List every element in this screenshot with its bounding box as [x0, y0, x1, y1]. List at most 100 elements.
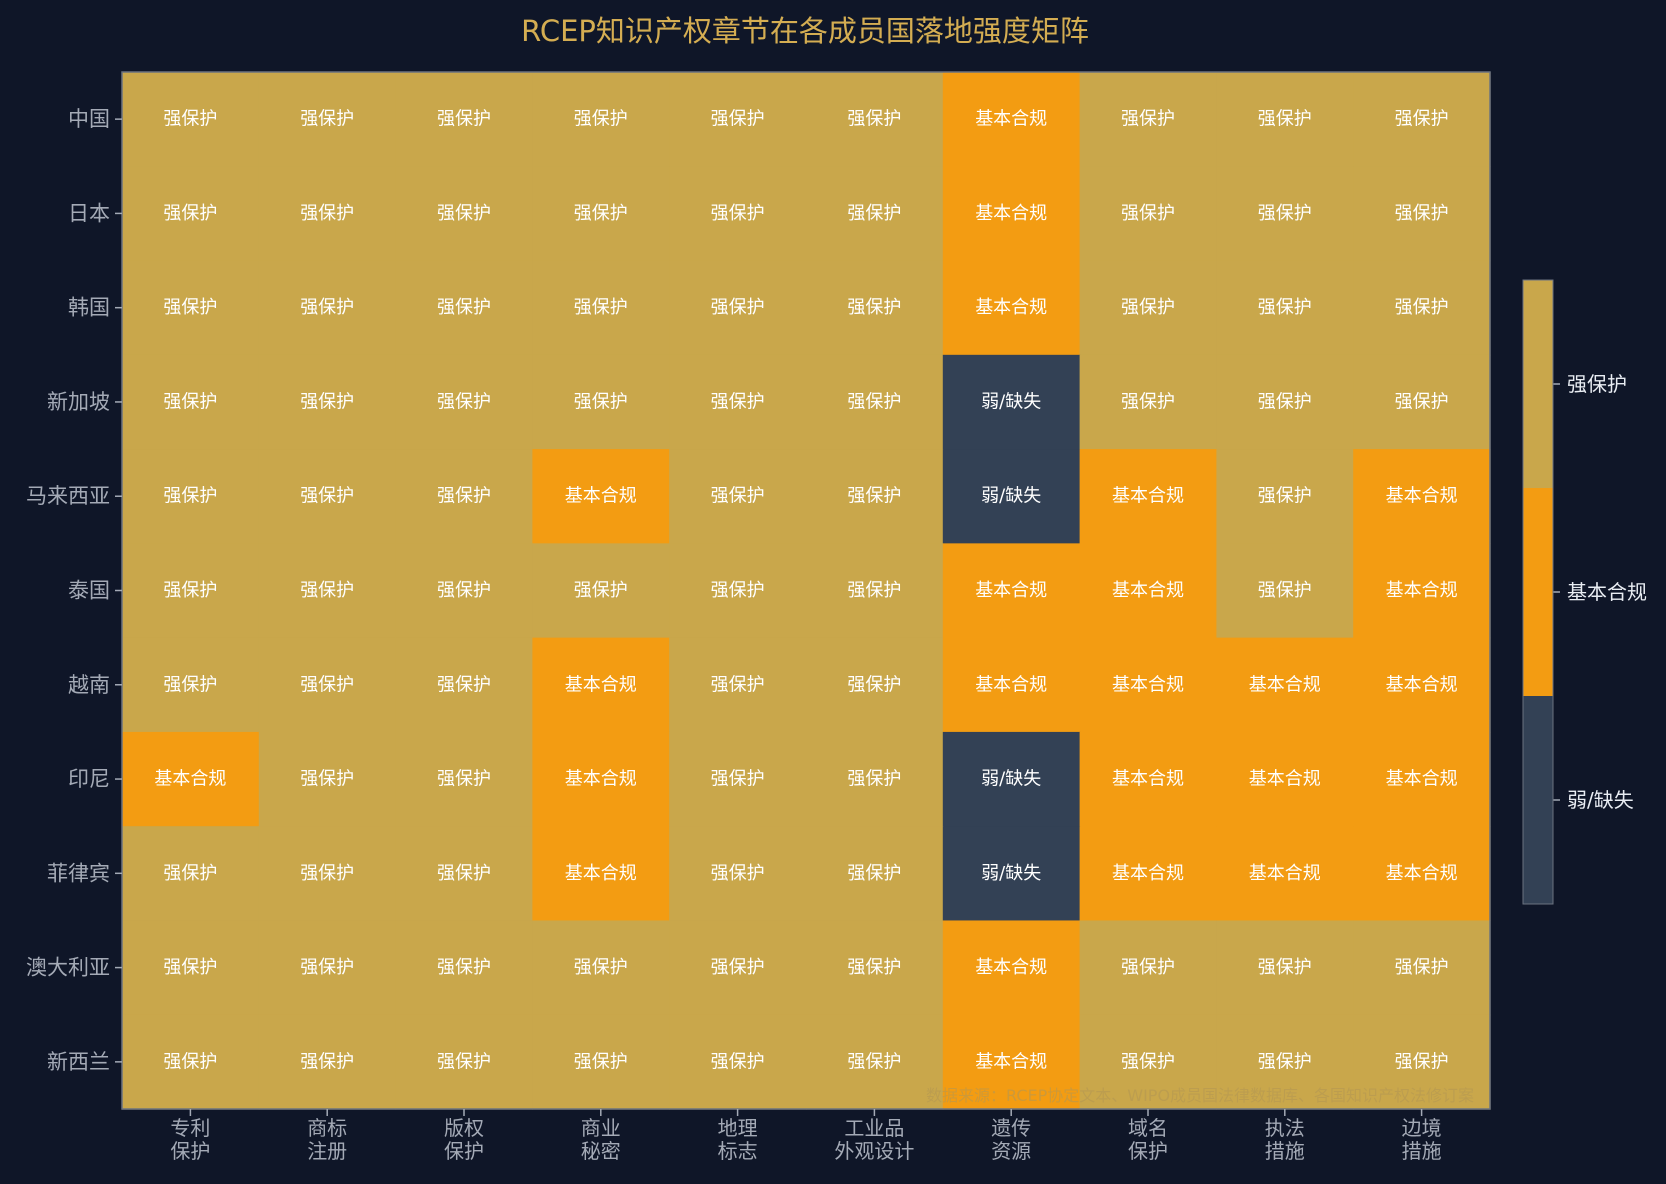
cell-label: 强保护 [574, 1051, 628, 1072]
cell-label: 强保护 [711, 769, 765, 790]
cell-label: 强保护 [300, 203, 354, 224]
cell-label: 强保护 [437, 957, 491, 978]
heatmap-cell [942, 260, 1081, 356]
heatmap-cell [1079, 637, 1217, 733]
cell-label: 基本合规 [1112, 580, 1184, 601]
heatmap-cell [258, 354, 397, 450]
heatmap-cell [942, 354, 1081, 450]
legend-swatch [1523, 280, 1553, 489]
heatmap-cell [395, 731, 533, 827]
cell-label: 基本合规 [1249, 769, 1321, 790]
cell-label: 强保护 [574, 109, 628, 130]
cell-label: 基本合规 [1386, 486, 1458, 507]
heatmap-cell [669, 354, 807, 450]
cell-label: 强保护 [1121, 1051, 1175, 1072]
cell-label: 强保护 [711, 863, 765, 884]
column-label: 商业秘密 [581, 1116, 621, 1163]
legend-label: 基本合规 [1567, 580, 1647, 604]
cell-label: 基本合规 [1386, 580, 1458, 601]
cell-label: 基本合规 [1112, 769, 1184, 790]
heatmap-cell [942, 826, 1081, 922]
cell-label: 强保护 [1258, 109, 1312, 130]
heatmap-cell [395, 1014, 533, 1110]
heatmap-cell [1353, 826, 1491, 922]
heatmap-cell [122, 166, 260, 262]
heatmap-cell [1216, 166, 1354, 262]
cell-label: 强保护 [847, 297, 901, 318]
heatmap-cell [1216, 1014, 1354, 1110]
heatmap-cell [122, 72, 260, 167]
cell-label: 强保护 [1258, 957, 1312, 978]
heatmap-cell [258, 826, 397, 922]
cell-label: 强保护 [437, 674, 491, 695]
cell-label: 强保护 [847, 769, 901, 790]
cell-label: 强保护 [300, 957, 354, 978]
heatmap-cell [669, 72, 807, 167]
cell-label: 强保护 [437, 486, 491, 507]
row-label: 越南 [68, 673, 110, 697]
cell-label: 基本合规 [975, 674, 1047, 695]
cell-label: 强保护 [847, 580, 901, 601]
heatmap-cell [1079, 1014, 1217, 1110]
cell-label: 强保护 [163, 580, 217, 601]
row-label: 澳大利亚 [26, 956, 110, 980]
heatmap-cell [669, 449, 807, 544]
column-label: 商标注册 [307, 1116, 347, 1163]
cell-label: 强保护 [1395, 957, 1449, 978]
cell-label: 强保护 [300, 486, 354, 507]
row-label: 中国 [68, 107, 110, 131]
heatmap-cell [122, 260, 260, 356]
cell-label: 强保护 [1258, 1051, 1312, 1072]
cell-label: 强保护 [711, 391, 765, 412]
heatmap-cell [532, 166, 670, 262]
heatmap-cell [669, 260, 807, 356]
heatmap-cell [532, 354, 670, 450]
heatmap-cell [258, 731, 397, 827]
cell-label: 基本合规 [565, 769, 637, 790]
row-label: 新西兰 [47, 1050, 110, 1074]
heatmap-cell [258, 543, 397, 639]
cell-label: 强保护 [1258, 203, 1312, 224]
row-label: 印尼 [68, 767, 110, 791]
heatmap-cell [942, 637, 1081, 733]
heatmap-cell [1216, 920, 1354, 1016]
column-label: 域名保护 [1128, 1116, 1168, 1163]
cell-label: 强保护 [163, 957, 217, 978]
heatmap-cell [669, 543, 807, 639]
cell-label: 强保护 [1395, 109, 1449, 130]
cell-label: 强保护 [711, 580, 765, 601]
heatmap-cell [532, 920, 670, 1016]
heatmap-cell [806, 449, 944, 544]
cell-label: 弱/缺失 [981, 769, 1041, 790]
heatmap-cell [806, 826, 944, 922]
cell-label: 强保护 [1258, 486, 1312, 507]
cell-label: 强保护 [711, 674, 765, 695]
cell-label: 强保护 [847, 674, 901, 695]
cell-label: 强保护 [437, 391, 491, 412]
cell-label: 强保护 [300, 109, 354, 130]
heatmap-cell [669, 920, 807, 1016]
heatmap-cell [669, 731, 807, 827]
cell-label: 强保护 [300, 297, 354, 318]
cell-label: 强保护 [847, 203, 901, 224]
heatmap-cell [806, 354, 944, 450]
cell-label: 基本合规 [975, 203, 1047, 224]
cell-label: 强保护 [574, 203, 628, 224]
cell-label: 强保护 [574, 297, 628, 318]
cell-label: 强保护 [163, 109, 217, 130]
heatmap-cell [1353, 731, 1491, 827]
cell-label: 强保护 [1395, 297, 1449, 318]
cell-label: 强保护 [1258, 580, 1312, 601]
cell-label: 强保护 [1121, 391, 1175, 412]
column-label: 地理标志 [718, 1116, 758, 1163]
cell-label: 基本合规 [1386, 863, 1458, 884]
row-label: 泰国 [68, 579, 110, 603]
cell-label: 强保护 [711, 1051, 765, 1072]
cell-label: 强保护 [163, 863, 217, 884]
legend-frame [1522, 279, 1554, 905]
heatmap-cell [942, 166, 1081, 262]
cell-label: 强保护 [300, 580, 354, 601]
heatmap-cell [395, 920, 533, 1016]
column-label: 遗传资源 [991, 1116, 1031, 1163]
heatmap-cell [1079, 920, 1217, 1016]
